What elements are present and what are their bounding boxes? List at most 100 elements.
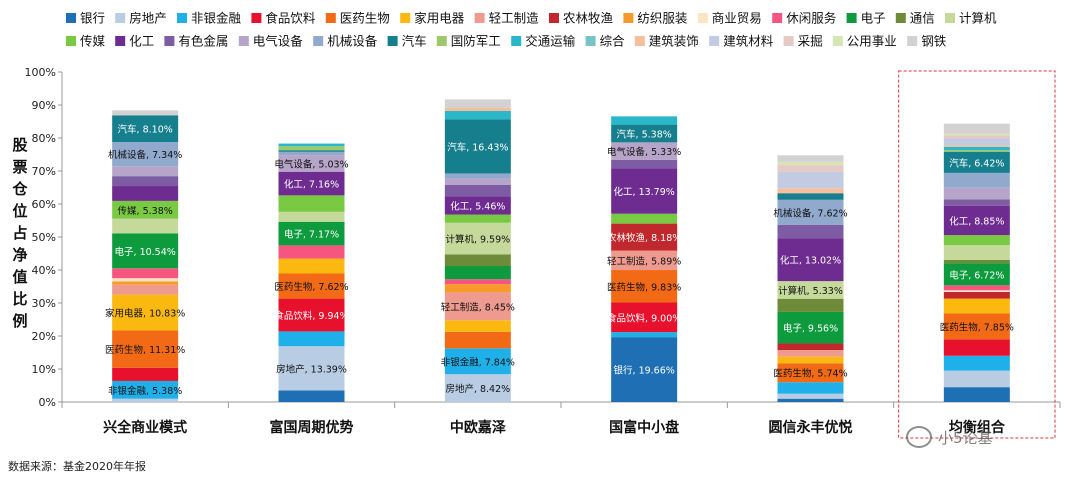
legend-swatch bbox=[697, 13, 708, 23]
legend-label: 轻工制造 bbox=[489, 11, 540, 26]
bar-segment bbox=[943, 133, 1010, 136]
bar-segment bbox=[777, 311, 844, 344]
bar-segment bbox=[611, 223, 678, 251]
bar-segment bbox=[112, 166, 179, 177]
bar-segment bbox=[943, 235, 1010, 246]
data-label: 轻工制造, 5.89% bbox=[607, 255, 681, 267]
bar-segment bbox=[278, 390, 345, 402]
source-note: 数据来源：基金2020年年报 bbox=[8, 460, 146, 473]
legend-label: 建筑材料 bbox=[723, 34, 774, 49]
data-label: 汽车, 8.10% bbox=[118, 124, 173, 136]
bar-segment bbox=[112, 218, 179, 234]
category-label: 中欧嘉泽 bbox=[450, 419, 506, 436]
bar-segment bbox=[444, 279, 511, 285]
bar-segment bbox=[777, 350, 844, 357]
legend-label: 化工 bbox=[129, 34, 154, 49]
bar-segment bbox=[444, 110, 511, 120]
data-label: 计算机, 5.33% bbox=[778, 285, 843, 297]
bar-segment bbox=[777, 382, 844, 394]
category-label: 富国周期优势 bbox=[270, 419, 354, 436]
bar-segment bbox=[777, 155, 844, 162]
data-label: 化工, 8.85% bbox=[949, 216, 1004, 228]
data-label: 化工, 5.46% bbox=[450, 201, 505, 213]
legend-swatch bbox=[238, 36, 249, 46]
legend-label: 有色金属 bbox=[178, 34, 228, 49]
bar-segment bbox=[611, 213, 678, 224]
bar-segment bbox=[444, 348, 511, 375]
legend-label: 传媒 bbox=[80, 34, 106, 49]
legend-item: 食品饮料 bbox=[251, 11, 316, 26]
bar-segment bbox=[943, 151, 1010, 173]
bar-segment bbox=[278, 298, 345, 332]
bar-segment bbox=[777, 398, 844, 402]
bar-segment bbox=[943, 339, 1010, 356]
bar-segment bbox=[777, 193, 844, 200]
legend-item: 轻工制造 bbox=[474, 11, 540, 26]
legend-label: 采掘 bbox=[798, 34, 823, 49]
legend-label: 通信 bbox=[910, 11, 935, 26]
data-label: 房地产, 13.39% bbox=[276, 363, 347, 375]
bar-segment bbox=[278, 151, 345, 156]
bar-segment bbox=[777, 281, 844, 299]
y-axis-title-char: 位 bbox=[12, 202, 27, 220]
bar-segment bbox=[444, 214, 511, 223]
legend-item: 国防军工 bbox=[436, 34, 501, 49]
legend-swatch bbox=[783, 36, 794, 46]
legend-item: 交通运输 bbox=[511, 34, 576, 49]
legend-label: 计算机 bbox=[959, 11, 997, 26]
legend-item: 纺织服装 bbox=[623, 11, 687, 26]
y-tick-label: 90% bbox=[32, 99, 56, 112]
legend-item: 电气设备 bbox=[238, 34, 303, 49]
data-label: 食品饮料, 9.00% bbox=[607, 312, 681, 324]
y-tick-label: 70% bbox=[32, 165, 56, 178]
y-tick-label: 40% bbox=[32, 264, 56, 277]
bar-segment bbox=[112, 115, 179, 143]
y-tick-label: 80% bbox=[32, 132, 56, 145]
bar-segment bbox=[943, 145, 1010, 147]
bar-segment bbox=[777, 298, 844, 312]
bar-segment bbox=[444, 178, 511, 185]
legend-swatch bbox=[895, 13, 906, 23]
legend-swatch bbox=[66, 36, 76, 46]
bar-segment bbox=[112, 398, 179, 402]
legend-item: 银行 bbox=[66, 11, 105, 26]
legend-label: 交通运输 bbox=[525, 34, 576, 49]
legend-swatch bbox=[511, 36, 522, 46]
data-label: 电子, 10.54% bbox=[115, 246, 176, 258]
y-axis-title-char: 仓 bbox=[11, 180, 28, 198]
bar-segment bbox=[444, 254, 511, 267]
data-label: 医药生物, 5.74% bbox=[773, 368, 847, 380]
legend-item: 医药生物 bbox=[325, 11, 390, 26]
legend-item: 采掘 bbox=[783, 34, 823, 49]
y-tick-label: 20% bbox=[32, 330, 56, 343]
legend-label: 钢铁 bbox=[921, 34, 947, 49]
bar-segment bbox=[278, 331, 345, 347]
legend-item: 农林牧渔 bbox=[549, 11, 613, 26]
bar-segment bbox=[112, 380, 179, 399]
legend-item: 有色金属 bbox=[164, 34, 228, 49]
bar-segment bbox=[777, 238, 844, 282]
data-label: 电子, 9.56% bbox=[783, 323, 838, 335]
bar-segment bbox=[943, 135, 1010, 139]
legend-swatch bbox=[772, 13, 783, 23]
y-tick-label: 30% bbox=[32, 297, 56, 310]
data-label: 电气设备, 5.33% bbox=[607, 146, 681, 158]
legend-swatch bbox=[907, 36, 918, 46]
bar-segment bbox=[777, 343, 844, 351]
bar-segment bbox=[444, 107, 511, 111]
legend-swatch bbox=[66, 13, 76, 23]
bar-segment bbox=[943, 355, 1010, 371]
bar-segment bbox=[943, 285, 1010, 291]
bar-segment bbox=[777, 165, 844, 172]
bar-segment bbox=[112, 200, 179, 219]
bar-segment bbox=[444, 119, 511, 174]
legend-label: 房地产 bbox=[129, 11, 167, 26]
data-label: 电气设备, 5.03% bbox=[274, 158, 348, 170]
data-label: 机械设备, 7.34% bbox=[108, 149, 182, 161]
legend-swatch bbox=[709, 36, 720, 46]
legend-label: 机械设备 bbox=[327, 34, 378, 49]
bar-segment bbox=[611, 337, 678, 402]
data-label: 医药生物, 11.31% bbox=[105, 344, 185, 356]
bar-segment bbox=[943, 259, 1010, 264]
bar-segment bbox=[112, 294, 179, 331]
